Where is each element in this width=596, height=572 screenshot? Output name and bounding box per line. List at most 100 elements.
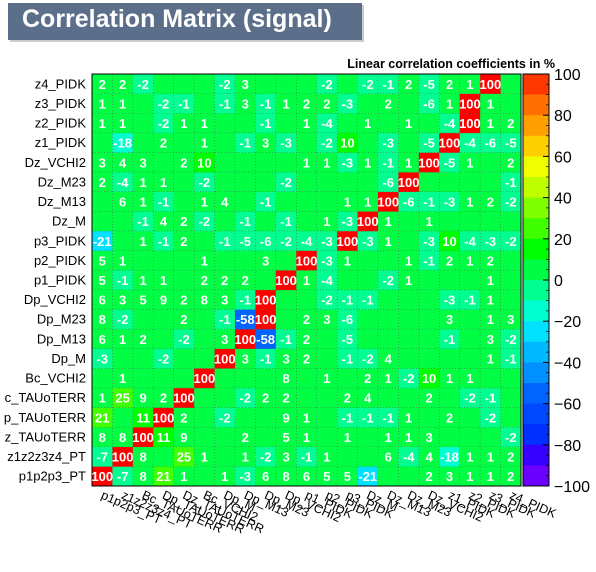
heatmap-cell (357, 329, 379, 349)
cell-value: 100 (377, 195, 399, 210)
heatmap-cell (275, 113, 297, 134)
heatmap-cell (92, 93, 113, 114)
cell-value: 2 (507, 450, 514, 465)
cell-value: 1 (139, 234, 146, 249)
color-bar-segment (523, 146, 549, 157)
heatmap-cell (500, 250, 522, 271)
heatmap-cell (173, 407, 195, 428)
color-bar-segment (523, 84, 549, 95)
heatmap-cell (398, 132, 420, 153)
heatmap-cell (337, 329, 358, 349)
cell-value: 11 (136, 410, 150, 425)
heatmap-cell (255, 407, 277, 428)
heatmap-cell (398, 152, 420, 173)
heatmap-cell (153, 152, 175, 173)
heatmap-cell (235, 309, 256, 330)
cell-value: 2 (160, 136, 167, 151)
cell-value: -3 (239, 469, 251, 484)
cell-value: 6 (99, 332, 106, 347)
cell-value: 2 (507, 116, 514, 131)
y-tick-label: Dp_VCHI2 (24, 292, 86, 307)
cell-value: 100 (255, 312, 277, 327)
cell-value: 2 (242, 273, 249, 288)
heatmap-cell (378, 446, 399, 467)
cell-value: 21 (156, 469, 170, 484)
heatmap-cell (500, 466, 522, 487)
cell-value: 3 (262, 253, 269, 268)
heatmap-cell (316, 289, 338, 310)
heatmap-cell (132, 230, 154, 251)
y-tick-label: Dp_M23 (37, 312, 86, 327)
heatmap-cell (357, 270, 379, 291)
cell-value: -6 (403, 195, 415, 210)
heatmap-cell (357, 93, 379, 114)
heatmap-cell (316, 93, 338, 114)
cell-value: -1 (239, 293, 251, 308)
cell-value: 2 (446, 410, 453, 425)
heatmap-cell (214, 348, 236, 369)
heatmap-cell (337, 466, 358, 487)
cell-value: 2 (364, 371, 371, 386)
cell-value: -2 (178, 332, 190, 347)
cell-value: -3 (342, 155, 354, 170)
heatmap-cell (112, 446, 134, 467)
heatmap-cell (500, 387, 522, 408)
heatmap-cell (235, 230, 256, 251)
heatmap-cell (132, 348, 154, 369)
cell-value: 2 (180, 293, 187, 308)
y-tick-label: p_TAUoTERR (4, 410, 86, 425)
heatmap-cell (480, 152, 501, 173)
heatmap-cell (153, 74, 175, 94)
heatmap-cell (132, 152, 154, 173)
cell-value: -4 (464, 136, 476, 151)
cell-value: 2 (303, 312, 310, 327)
heatmap-cell (112, 466, 134, 487)
heatmap-cell (439, 427, 461, 448)
heatmap-cell (316, 230, 338, 251)
heatmap-cell (500, 113, 522, 134)
heatmap-cell (337, 93, 358, 114)
heatmap-cell (296, 289, 318, 310)
cell-value: -3 (321, 234, 333, 249)
heatmap-cell (398, 427, 420, 448)
cell-value: 6 (385, 450, 392, 465)
color-bar-segment (523, 156, 549, 168)
heatmap-cell (194, 348, 215, 369)
heatmap-cell (92, 348, 113, 369)
heatmap-cell (112, 309, 134, 330)
cell-value: 2 (160, 391, 167, 406)
heatmap-cell (235, 211, 256, 232)
cell-value: -2 (362, 351, 374, 366)
heatmap-cell (92, 427, 113, 448)
cell-value: -1 (342, 293, 354, 308)
heatmap-cell (337, 309, 358, 330)
heatmap-cell (398, 348, 420, 369)
heatmap-cell (337, 132, 358, 153)
heatmap-cell (316, 427, 338, 448)
cell-value: 10 (340, 136, 354, 151)
heatmap-cell (459, 132, 481, 153)
heatmap-cell (357, 191, 379, 212)
cell-value: 100 (459, 96, 481, 111)
cell-value: 1 (364, 195, 371, 210)
cell-value: 2 (180, 234, 187, 249)
heatmap-cell (275, 172, 297, 193)
heatmap-cell (337, 270, 358, 291)
heatmap-cell (316, 132, 338, 153)
heatmap-cell (214, 289, 236, 310)
color-bar-segment (523, 413, 549, 425)
heatmap-cell (418, 427, 440, 448)
cell-value: 100 (91, 469, 113, 484)
heatmap-cell (459, 191, 481, 212)
heatmap-cell (194, 132, 215, 153)
cell-value: 4 (221, 195, 229, 210)
heatmap-cell (112, 348, 134, 369)
heatmap-cell (235, 466, 256, 487)
heatmap-cell (500, 427, 522, 448)
heatmap-cell (459, 230, 481, 251)
cell-value: 3 (446, 312, 453, 327)
cell-value: 1 (242, 450, 249, 465)
heatmap-cell (173, 250, 195, 271)
cell-value: -2 (362, 77, 374, 92)
heatmap-cell (132, 427, 154, 448)
